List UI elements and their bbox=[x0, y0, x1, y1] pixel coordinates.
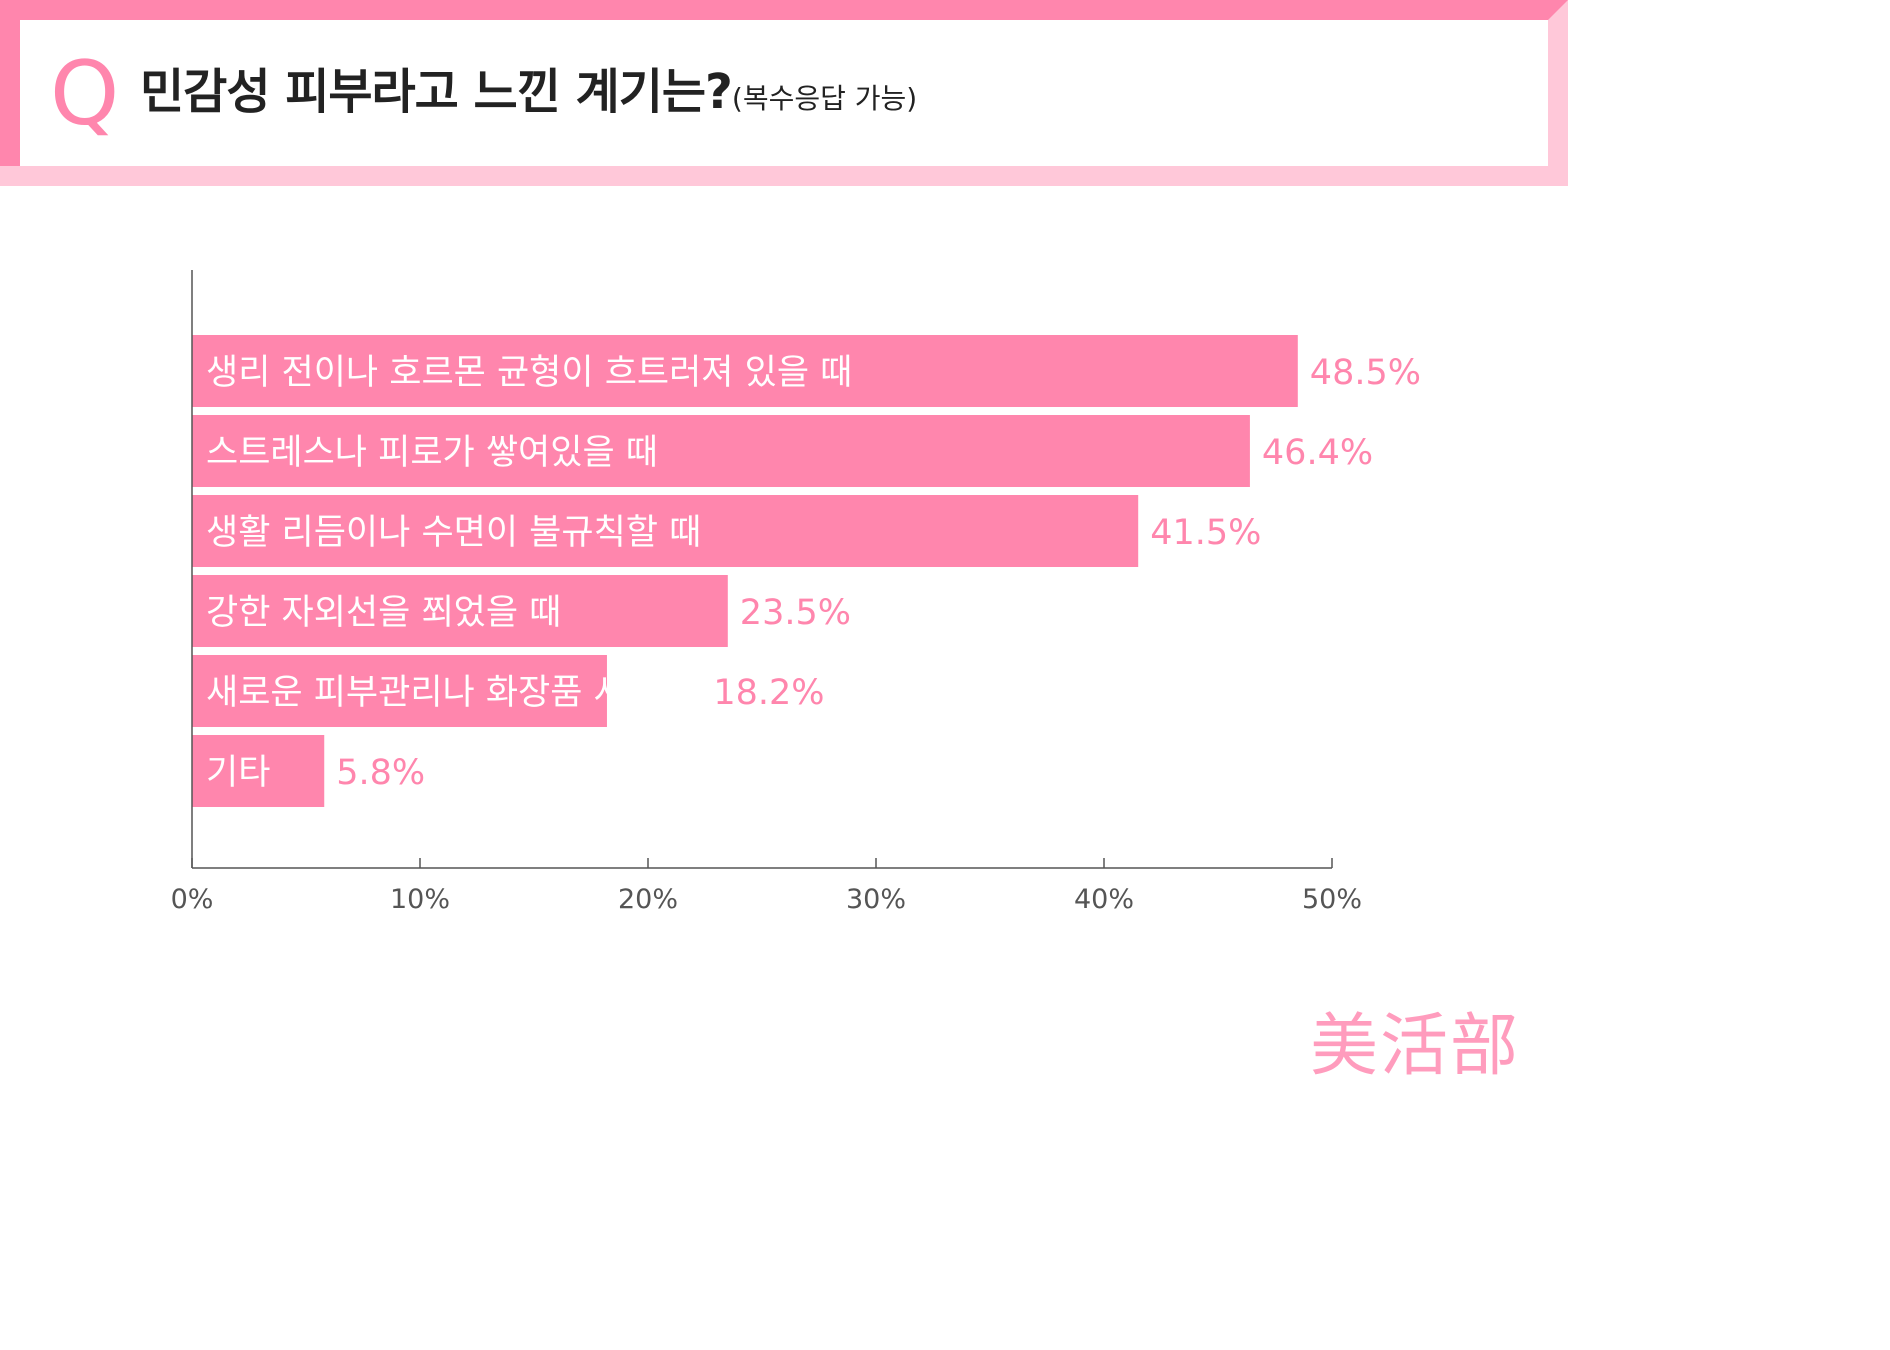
header-border-bottom bbox=[0, 166, 1568, 186]
x-tick-label: 50% bbox=[1302, 884, 1362, 915]
brand-logo: 美活部 bbox=[1310, 1007, 1521, 1086]
header-border-top bbox=[0, 0, 1568, 20]
bar-category-label: 생활 리듬이나 수면이 불규칙할 때 bbox=[206, 513, 701, 553]
x-axis: 0% 10% 20% 30% 40% 50% bbox=[171, 270, 1362, 915]
bar bbox=[192, 575, 728, 647]
header-corner bbox=[0, 166, 20, 186]
bar-category-label: 생리 전이나 호르몬 균형이 흐트러져 있을 때 bbox=[206, 353, 852, 393]
bar-value-label: 23.5% bbox=[740, 593, 851, 633]
question-subtitle: (복수응답 가능) bbox=[731, 82, 918, 115]
bar bbox=[192, 655, 607, 727]
x-tick-label: 30% bbox=[846, 884, 906, 915]
bar bbox=[192, 495, 1139, 567]
x-tick-label: 0% bbox=[171, 884, 214, 915]
bar-value-label: 46.4% bbox=[1262, 433, 1373, 473]
bar bbox=[192, 735, 325, 807]
bar-value-label: 41.5% bbox=[1150, 513, 1261, 553]
bar-category-label: 기타 bbox=[206, 753, 270, 793]
question-title: 민감성 피부라고 느낀 계기는?(복수응답 가능) bbox=[140, 62, 917, 129]
bar-value-label: 48.5% bbox=[1310, 353, 1421, 393]
x-tick-label: 10% bbox=[390, 884, 450, 915]
bar-category-label: 강한 자외선을 쬐었을 때 bbox=[206, 593, 561, 633]
question-title-text: 민감성 피부라고 느낀 계기는? bbox=[140, 64, 733, 120]
bar bbox=[192, 415, 1250, 487]
question-mark-letter: Q bbox=[50, 42, 120, 145]
header-border-right bbox=[1548, 0, 1568, 186]
header-corner bbox=[1548, 0, 1568, 20]
x-tick-label: 20% bbox=[618, 884, 678, 915]
bar-value-label: 18.2% bbox=[713, 673, 824, 713]
bar-category-label: 스트레스나 피로가 쌓여있을 때 bbox=[206, 433, 658, 473]
question-box bbox=[20, 20, 1548, 166]
bar-category-label: 새로운 피부관리나 화장품 사용 시 bbox=[206, 673, 701, 713]
bar-value-label: 5.8% bbox=[336, 753, 425, 793]
header-border-left bbox=[0, 0, 20, 186]
bar bbox=[192, 335, 1298, 407]
x-tick-label: 40% bbox=[1074, 884, 1134, 915]
